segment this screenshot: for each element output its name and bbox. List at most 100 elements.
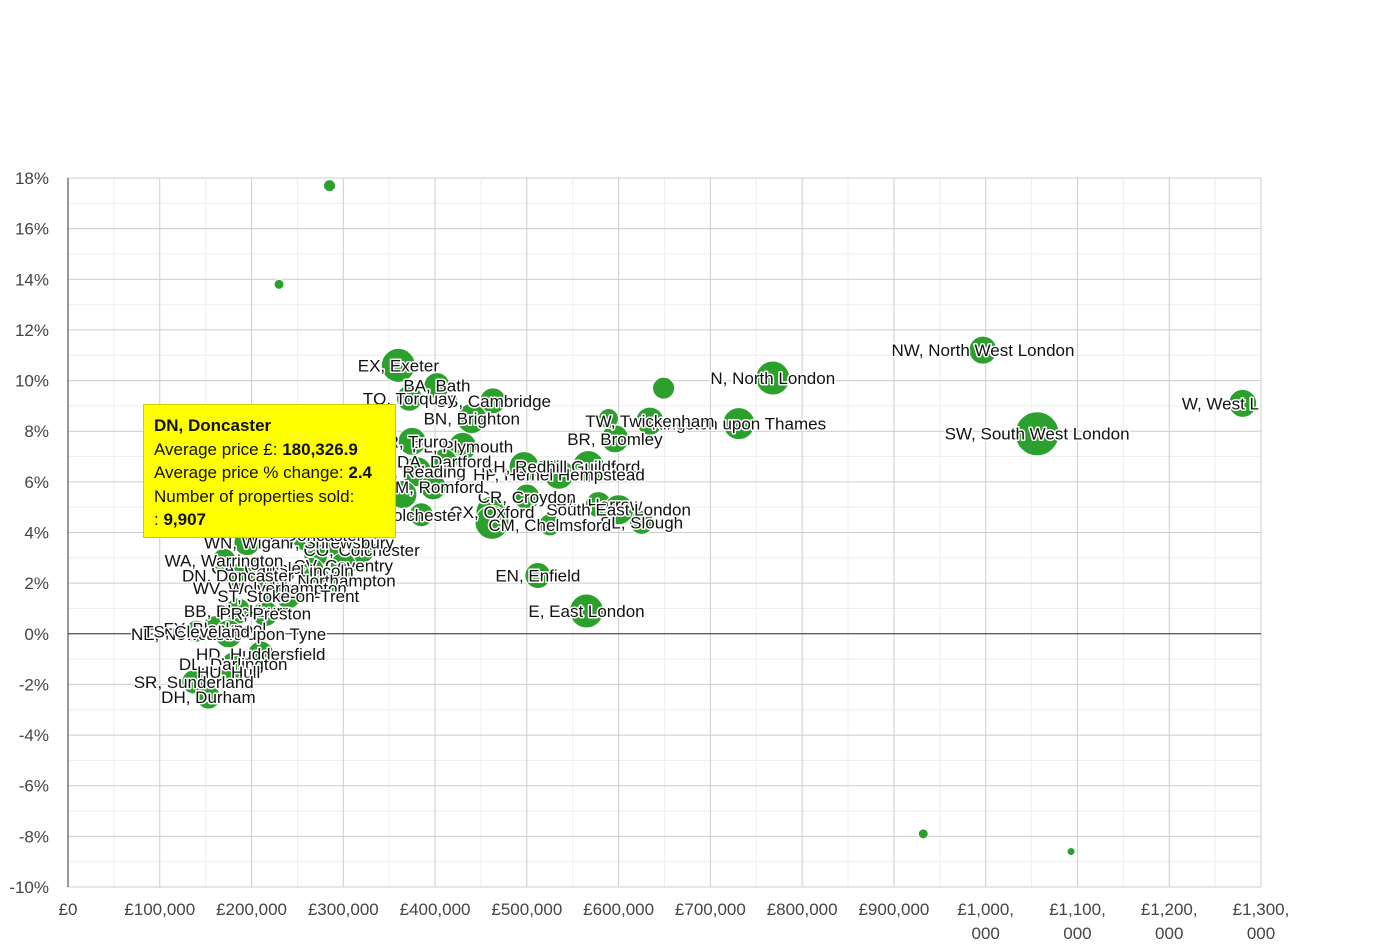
y-tick-label: -2% bbox=[19, 675, 49, 694]
x-tick-label-line: £500,000 bbox=[491, 900, 562, 919]
bubble[interactable] bbox=[968, 335, 998, 365]
bubble[interactable] bbox=[423, 372, 451, 400]
x-tick-label-line: £100,000 bbox=[124, 900, 195, 919]
bubble-label: FY, Blackpool bbox=[163, 620, 266, 639]
bubble-label: EX, Exeter bbox=[358, 356, 440, 375]
bubble-label-halo: FY, Blackpool bbox=[163, 620, 266, 639]
bubble[interactable] bbox=[479, 387, 507, 415]
y-tick-label: 16% bbox=[15, 220, 49, 239]
bubble[interactable] bbox=[448, 431, 478, 461]
bubble-label-halo: WV, Wolverhampton bbox=[193, 579, 347, 598]
tooltip-sold-prefix: : bbox=[154, 510, 159, 529]
bubble-label: CM, Chelmsford bbox=[488, 516, 611, 535]
bubble[interactable] bbox=[430, 448, 458, 476]
tooltip-price-value: 180,326.9 bbox=[282, 439, 358, 459]
y-tick-label: -6% bbox=[19, 777, 49, 796]
bubble[interactable] bbox=[225, 563, 251, 589]
bubble[interactable] bbox=[508, 451, 540, 483]
x-tick-label-line: £1,300, bbox=[1233, 900, 1290, 919]
bubble[interactable] bbox=[598, 408, 620, 430]
bubble-label: CO, Colchester bbox=[304, 541, 421, 560]
bubble-label-halo: BA, Bath bbox=[403, 377, 470, 396]
bubble[interactable] bbox=[195, 684, 221, 710]
bubble-label-halo: BR, Bromley bbox=[567, 430, 663, 449]
bubble-label: NW, North West London bbox=[891, 341, 1074, 360]
bubble-label: LN, Lincoln bbox=[269, 561, 354, 580]
bubble-label: DL, Darlington bbox=[179, 655, 288, 674]
x-tick-label-line: £1,100, bbox=[1049, 900, 1106, 919]
x-tick-label-line: £400,000 bbox=[400, 900, 471, 919]
bubble[interactable] bbox=[1014, 411, 1060, 457]
bubble-label-halo: EX, Exeter bbox=[358, 356, 440, 375]
bubble-label-halo: CM, Chelmsford bbox=[488, 516, 611, 535]
x-tick-label-line: 000 bbox=[1063, 924, 1091, 943]
bubble[interactable] bbox=[568, 593, 604, 629]
bubble[interactable] bbox=[652, 376, 676, 400]
bubble[interactable] bbox=[629, 509, 655, 535]
tooltip-change-value: 2.4 bbox=[348, 463, 373, 482]
bubble[interactable] bbox=[917, 828, 929, 840]
bubble-label: DH, Durham bbox=[161, 688, 255, 707]
bubble-label: EN, Enfield bbox=[495, 567, 580, 586]
bubble-label-halo: CV, Coventry bbox=[294, 556, 394, 575]
bubble-label-halo: BB, Blackburn bbox=[184, 602, 292, 621]
y-tick-label: 14% bbox=[15, 270, 49, 289]
bubble[interactable] bbox=[538, 513, 562, 537]
bubble[interactable] bbox=[456, 403, 488, 435]
bubble[interactable] bbox=[524, 562, 552, 590]
tooltip-change-label: Average price % change: bbox=[154, 463, 344, 482]
bubble-label: DN, Doncaster bbox=[182, 567, 294, 586]
bubble[interactable] bbox=[247, 640, 275, 668]
bubble-label: DA, Dartford bbox=[397, 453, 491, 472]
bubble-label-halo: RH, Redhill bbox=[481, 458, 567, 477]
bubble[interactable] bbox=[323, 179, 337, 193]
y-tick-label: -4% bbox=[19, 726, 49, 745]
bubble-label-halo: W, West L bbox=[1182, 394, 1259, 413]
bubble-label-halo: DH, Durham bbox=[161, 688, 255, 707]
bubble[interactable] bbox=[755, 360, 791, 396]
y-tick-label: 12% bbox=[15, 321, 49, 340]
bubble[interactable] bbox=[181, 669, 207, 695]
bubble[interactable] bbox=[513, 483, 541, 511]
tooltip-sold-label: Number of properties sold: bbox=[154, 486, 355, 506]
bubble[interactable] bbox=[214, 619, 244, 649]
x-tick-label-line: 000 bbox=[972, 924, 1000, 943]
bubble[interactable] bbox=[273, 278, 285, 290]
bubble-label-halo: NW, North West London bbox=[891, 341, 1074, 360]
x-tick-label: £600,000 bbox=[583, 900, 654, 919]
bubble[interactable] bbox=[1066, 847, 1076, 857]
bubble[interactable] bbox=[251, 600, 279, 628]
x-tick-label-line: £800,000 bbox=[767, 900, 838, 919]
bubble-label: N, North London bbox=[710, 369, 835, 388]
bubble-label: NN, Northampton bbox=[263, 572, 395, 591]
bubble[interactable] bbox=[316, 567, 344, 595]
bubble[interactable] bbox=[603, 494, 635, 526]
bubble[interactable] bbox=[274, 582, 302, 610]
bubble-label: PR, Preston bbox=[219, 605, 311, 624]
bubble[interactable] bbox=[543, 458, 575, 490]
bubble[interactable] bbox=[722, 407, 756, 441]
bubble[interactable] bbox=[380, 347, 416, 383]
bubble-label-halo: E, East London bbox=[528, 602, 644, 621]
bubble[interactable] bbox=[419, 473, 447, 501]
bubble[interactable] bbox=[474, 504, 510, 540]
bubble-label: BN, Brighton bbox=[424, 410, 520, 429]
bubble-label-halo: SL, Slough bbox=[600, 513, 683, 532]
bubble-label: SR, Sunderland bbox=[134, 673, 254, 692]
bubble-label-halo: HU, Hull bbox=[197, 663, 260, 682]
bubble-label: RH, Redhill bbox=[481, 458, 567, 477]
bubble-label: OX, Oxford bbox=[449, 503, 534, 522]
grid-lines bbox=[67, 177, 1262, 888]
bubble-label: South East London bbox=[546, 501, 691, 520]
bubble-label-halo: HP, Hemel Hempstead bbox=[473, 465, 645, 484]
bubble-label-halo: RM, Romford bbox=[383, 478, 484, 497]
bubble[interactable] bbox=[397, 426, 427, 456]
bubble[interactable] bbox=[635, 406, 665, 436]
bubble[interactable] bbox=[408, 502, 434, 528]
bubble[interactable] bbox=[216, 659, 242, 685]
bubble[interactable] bbox=[1228, 388, 1258, 418]
bubble[interactable] bbox=[395, 384, 423, 412]
bubble[interactable] bbox=[184, 619, 208, 643]
bubble-label-halo: DL, Darlington bbox=[179, 655, 288, 674]
bubble-label-halo: EN, Enfield bbox=[495, 567, 580, 586]
